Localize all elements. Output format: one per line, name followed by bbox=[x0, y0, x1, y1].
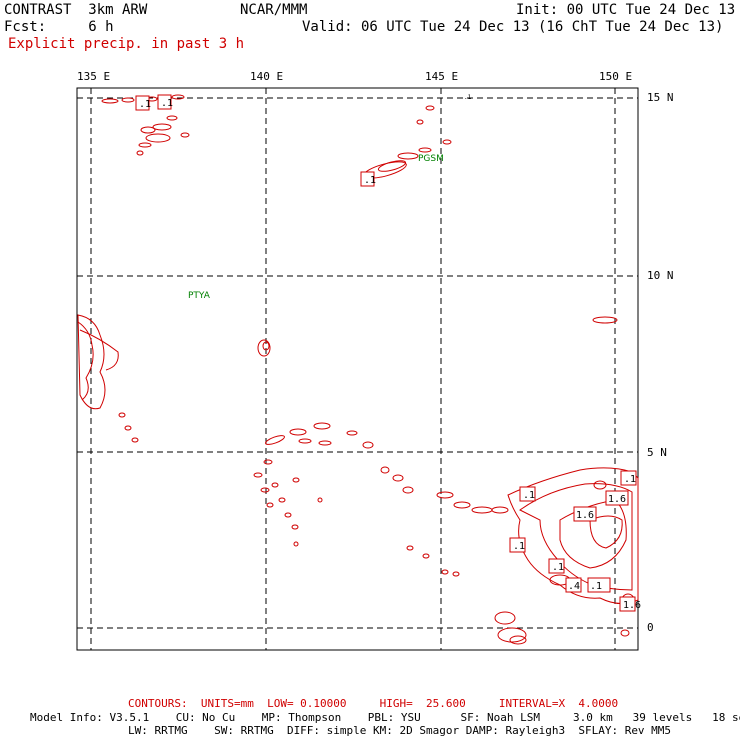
svg-text:.4: .4 bbox=[568, 581, 580, 592]
contour-label: .1 bbox=[157, 94, 173, 110]
contour-label: .4 bbox=[565, 577, 582, 593]
svg-text:.1: .1 bbox=[139, 99, 151, 110]
lon-label-140: 140 E bbox=[250, 70, 284, 83]
valid-time: Valid: 06 UTC Tue 24 Dec 13 (16 ChT Tue … bbox=[302, 19, 724, 35]
svg-text:1.6: 1.6 bbox=[623, 600, 641, 611]
contour-label: .1 bbox=[360, 171, 376, 187]
svg-text:.1: .1 bbox=[523, 490, 535, 501]
contour-label: 1.6 bbox=[573, 506, 597, 522]
contour-labels: .1 .1 .1 .1 .1 .1 1.6 1.6 .1 .4 .1 1.6 .… bbox=[135, 93, 641, 612]
svg-text:.1: .1 bbox=[364, 175, 376, 186]
contour-label: .1 bbox=[620, 470, 637, 486]
lat-label-15n: 15 N bbox=[647, 91, 674, 104]
svg-text:.1: .1 bbox=[513, 541, 525, 552]
lon-label-150: 150 E bbox=[599, 70, 633, 83]
model-title: CONTRAST 3km ARW bbox=[4, 2, 148, 18]
station-ptya: PTYA bbox=[188, 291, 211, 301]
contour-label: .1 bbox=[548, 558, 565, 574]
field-title: Explicit precip. in past 3 h bbox=[8, 36, 245, 52]
lat-label-10n: 10 N bbox=[647, 269, 674, 282]
contour-label: .1 bbox=[509, 537, 526, 553]
svg-text:.1: .1 bbox=[590, 581, 602, 592]
organization-label: NCAR/MMM bbox=[240, 2, 308, 18]
svg-text:1.6: 1.6 bbox=[576, 510, 594, 521]
lat-label-0: 0 bbox=[647, 621, 654, 634]
contour-label: 1.6 bbox=[605, 490, 629, 506]
svg-text:.1: .1 bbox=[464, 94, 472, 101]
contour-label: .1 bbox=[587, 577, 611, 593]
init-time: Init: 00 UTC Tue 24 Dec 13 bbox=[516, 2, 736, 18]
model-info-line1: Model Info: V3.5.1 CU: No Cu MP: Thompso… bbox=[30, 711, 740, 724]
contour-info: CONTOURS: UNITS=mm LOW= 0.10000 HIGH= 25… bbox=[128, 697, 619, 710]
forecast-hour: Fcst: 6 h bbox=[4, 19, 114, 35]
contour-label: 1.6 bbox=[619, 596, 641, 612]
svg-text:.1: .1 bbox=[552, 562, 564, 573]
svg-text:.1: .1 bbox=[624, 474, 636, 485]
model-info-line2: LW: RRTMG SW: RRTMG DIFF: simple KM: 2D … bbox=[128, 724, 672, 737]
stations: PGSM PTYA bbox=[188, 154, 444, 301]
lon-label-135: 135 E bbox=[77, 70, 111, 83]
contour-label: .1 bbox=[464, 93, 472, 101]
lon-label-145: 145 E bbox=[425, 70, 459, 83]
svg-text:1.6: 1.6 bbox=[608, 494, 626, 505]
lat-label-5n: 5 N bbox=[647, 446, 667, 459]
station-pgsm: PGSM bbox=[418, 154, 444, 164]
svg-text:.1: .1 bbox=[161, 98, 173, 109]
contour-label: .1 bbox=[519, 486, 536, 502]
map-frame bbox=[76, 87, 639, 651]
contour-label: .1 bbox=[135, 95, 151, 111]
